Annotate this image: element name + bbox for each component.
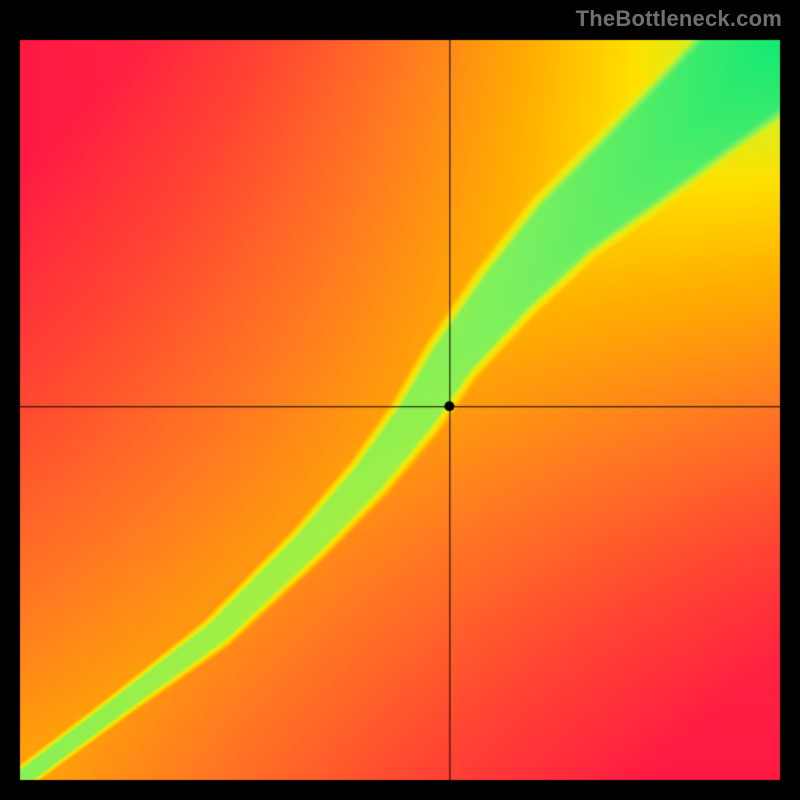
bottleneck-heatmap-canvas xyxy=(0,0,800,800)
watermark-text: TheBottleneck.com xyxy=(576,6,782,32)
